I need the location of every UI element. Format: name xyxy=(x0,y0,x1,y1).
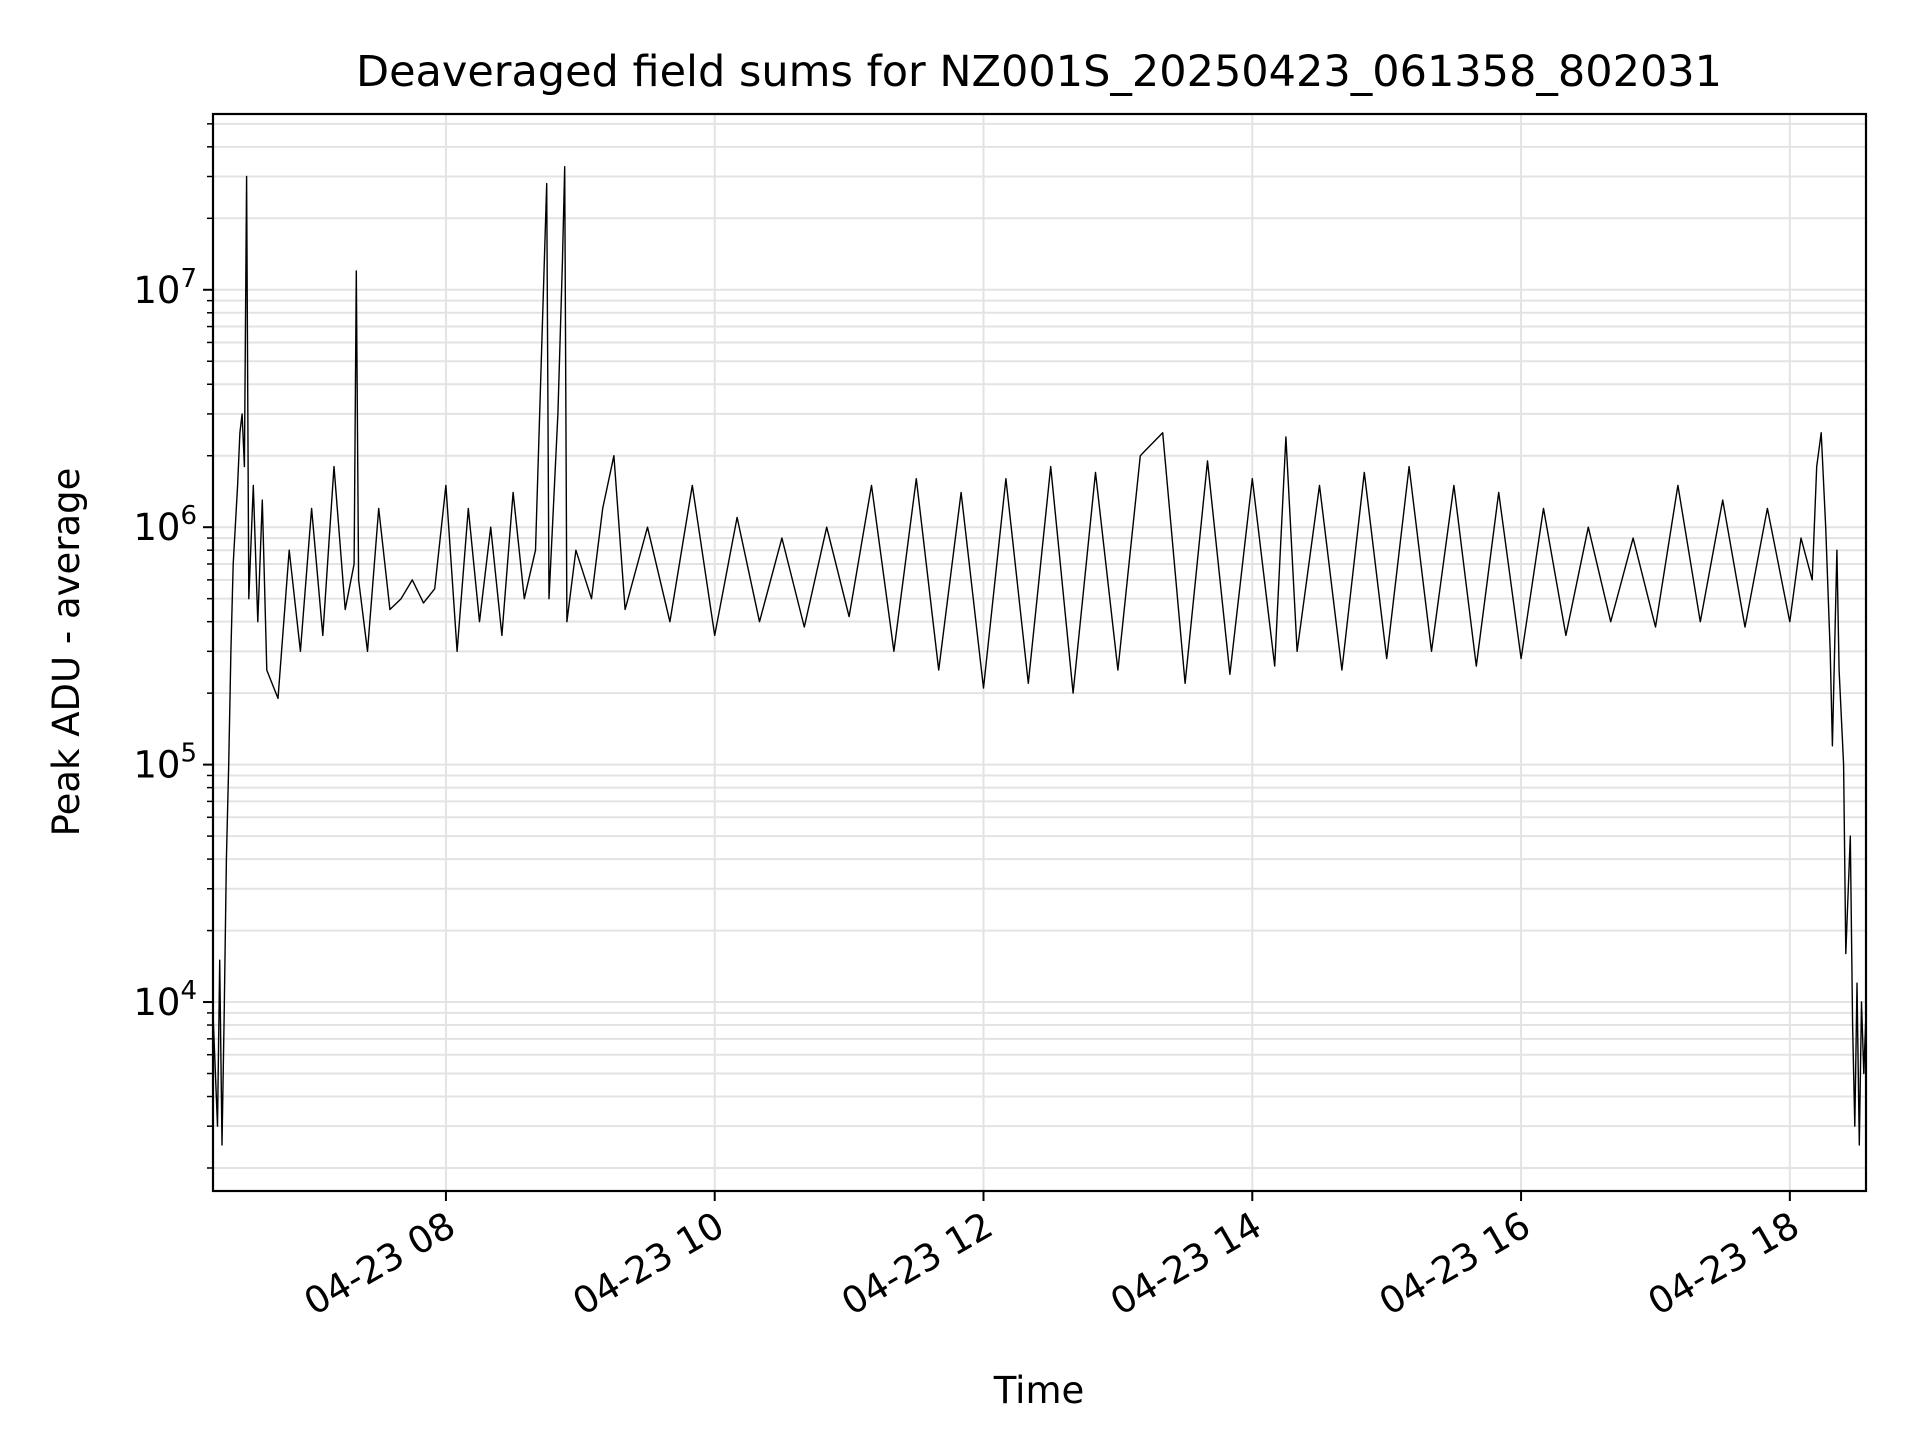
y-tick-label: 104 xyxy=(133,976,197,1024)
grid xyxy=(213,114,1866,1191)
chart-title: Deaveraged field sums for NZ001S_2025042… xyxy=(356,47,1722,97)
x-axis-label: Time xyxy=(993,1369,1085,1412)
series-line xyxy=(212,166,1867,1146)
y-axis-label: Peak ADU - average xyxy=(45,468,88,837)
series-layer xyxy=(212,166,1867,1146)
y-tick-label: 107 xyxy=(133,264,197,312)
y-tick-label: 106 xyxy=(133,501,197,549)
y-tick-label: 105 xyxy=(133,739,197,787)
plot-frame xyxy=(211,112,1868,1193)
